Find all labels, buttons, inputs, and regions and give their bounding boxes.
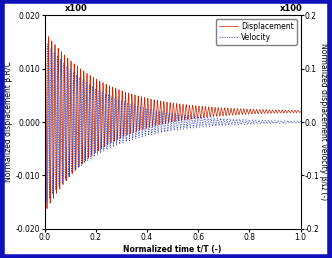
Displacement — [298, 110, 302, 113]
Velocity — [87, 90, 91, 93]
Y-axis label: Normalized displacement β.R/C: Normalized displacement β.R/C — [4, 62, 13, 182]
X-axis label: Normalized time t/T (-): Normalized time t/T (-) — [124, 245, 222, 254]
Displacement — [87, 134, 91, 137]
Text: x100: x100 — [280, 4, 303, 13]
Line: Velocity: Velocity — [44, 39, 300, 203]
Velocity — [293, 122, 297, 125]
Displacement — [43, 31, 47, 34]
Displacement — [42, 120, 46, 124]
Y-axis label: Normalized displacement velocity β̇/Ω (-): Normalized displacement velocity β̇/Ω (-… — [319, 43, 328, 200]
Line: Displacement: Displacement — [44, 33, 300, 209]
Legend: Displacement, Velocity: Displacement, Velocity — [216, 19, 297, 45]
Displacement — [266, 111, 270, 115]
Velocity — [152, 115, 156, 118]
Velocity — [298, 119, 302, 123]
Velocity — [72, 91, 76, 94]
Displacement — [152, 99, 156, 102]
Displacement — [294, 110, 298, 113]
Velocity — [141, 125, 145, 128]
Velocity — [266, 120, 270, 123]
Displacement — [141, 128, 145, 131]
Velocity — [42, 38, 46, 41]
Text: x100: x100 — [65, 4, 88, 13]
Displacement — [72, 68, 76, 71]
Velocity — [44, 201, 48, 204]
Displacement — [45, 207, 49, 210]
